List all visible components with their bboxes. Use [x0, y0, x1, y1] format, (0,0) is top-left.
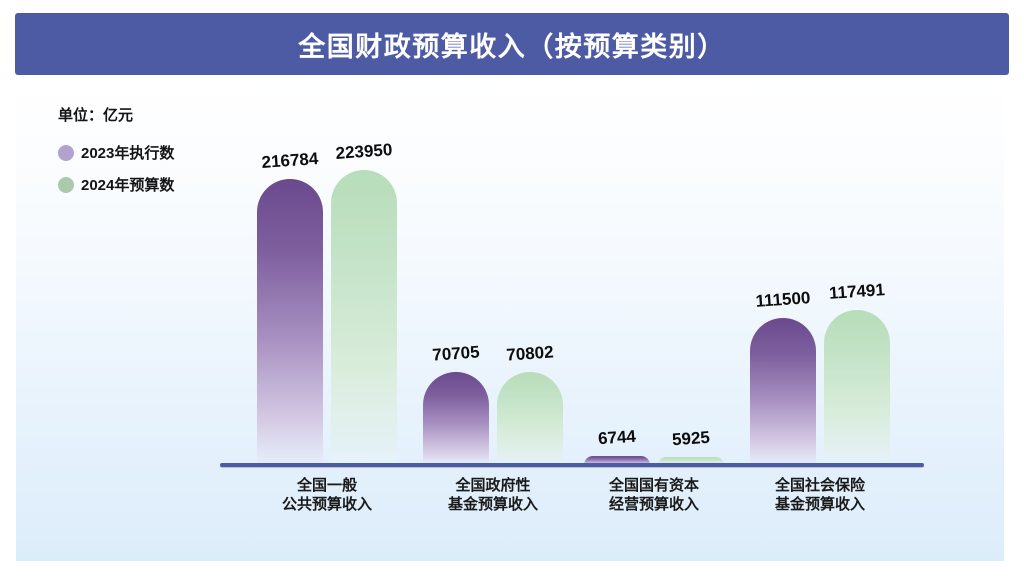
- bar-2023年执行数-2: [584, 456, 650, 465]
- legend-label: 2023年执行数: [81, 145, 175, 162]
- category-label-line2: 经营预算收入: [608, 496, 699, 513]
- legend: 2023年执行数 2024年预算数: [58, 144, 174, 208]
- legend-label: 2024年预算数: [81, 177, 175, 194]
- category-label-3: 全国社会保险 基金预算收入: [735, 476, 905, 514]
- category-label-line2: 公共预算收入: [281, 496, 372, 513]
- bar-2024年预算数-2: [658, 457, 724, 465]
- bar-2023年执行数-1: [423, 372, 489, 465]
- category-label-0: 全国一般公共预算收入: [242, 476, 412, 514]
- bar-2023年执行数-0: [257, 179, 323, 465]
- category-label-line1: 全国社会保险: [774, 477, 865, 494]
- header-bar: 全国财政预算收入（按预算类别）: [15, 13, 1009, 75]
- category-label-line1: 全国政府性: [455, 477, 531, 494]
- category-label-line1: 全国一般: [296, 477, 357, 494]
- x-axis-line: [220, 463, 924, 467]
- page-title: 全国财政预算收入（按预算类别）: [298, 31, 726, 62]
- category-label-line2: 基金预算收入: [447, 496, 538, 513]
- category-label-line2: 基金预算收入: [774, 496, 865, 513]
- category-label-line1: 全国国有资本: [608, 477, 699, 494]
- category-label-2: 全国国有资本 经营预算收入: [569, 476, 739, 514]
- unit-label: 单位：亿元: [58, 107, 134, 124]
- legend-item-1: 2024年预算数: [58, 176, 175, 194]
- legend-item-0: 2023年执行数: [58, 144, 175, 162]
- legend-swatch-icon: [58, 144, 74, 161]
- bar-2024年预算数-0: [331, 170, 397, 465]
- bar-2024年预算数-3: [824, 310, 890, 465]
- legend-swatch-icon: [58, 176, 74, 193]
- category-label-1: 全国政府性基金预算收入: [408, 476, 578, 514]
- bar-2023年执行数-3: [750, 318, 816, 465]
- bar-2024年预算数-1: [497, 372, 563, 465]
